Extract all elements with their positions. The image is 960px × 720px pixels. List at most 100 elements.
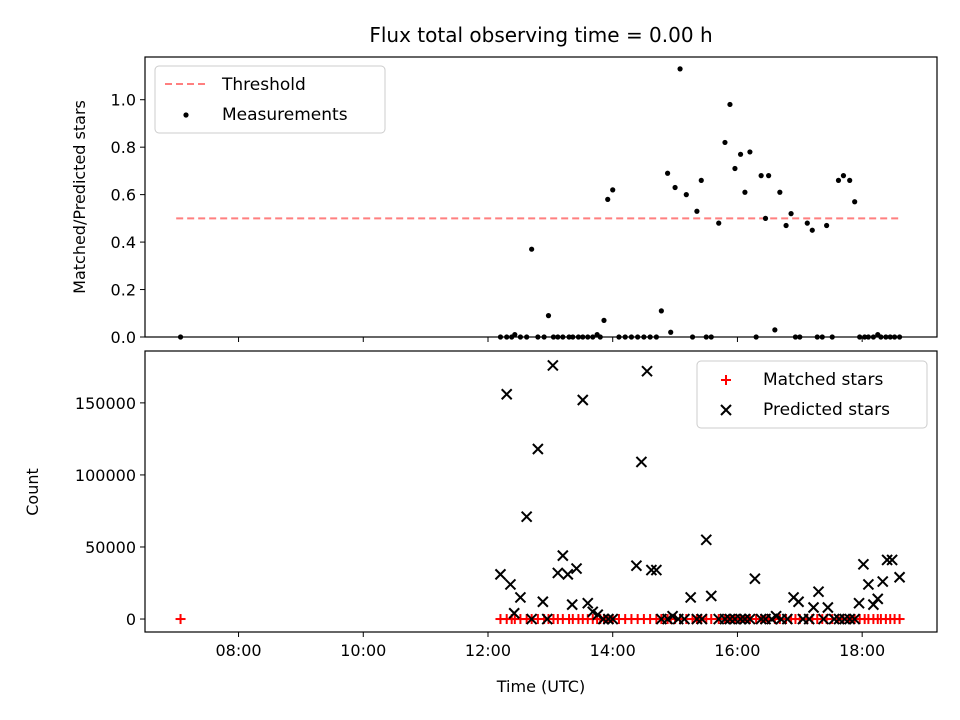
bottom-x-ticks: 08:00 10:00 12:00 14:00 16:00 18:00 [215,632,885,660]
predicted-star-point [566,598,578,611]
measurement-point [777,189,783,195]
measurement-point [772,327,778,333]
legend-measurements-label: Measurements [222,105,348,125]
legend-threshold-label: Threshold [221,75,306,95]
measurement-point [727,101,733,108]
predicted-star-point [781,613,794,625]
measurement-point [788,211,794,217]
measurement-point [716,220,722,226]
predicted-star-point [838,613,851,625]
measurement-point [601,317,607,323]
predicted-star-point [645,564,658,576]
measurement-point [677,66,683,72]
predicted-star-point [666,610,679,622]
predicted-star-point [828,613,840,625]
measurement-point [737,151,744,157]
predicted-star-point [597,613,610,625]
predicted-star-point [650,564,663,576]
measurement-point [804,220,810,226]
predicted-star-point [719,613,731,625]
measurement-point [512,332,518,338]
predicted-star-point [696,613,708,625]
bottom-legend: Matched stars Predicted stars [696,360,928,429]
legend-matched-swatch [721,375,731,385]
y-tick-label: 0.2 [111,281,136,300]
predicted-star-point [508,607,520,619]
y-tick-label: 150000 [75,394,136,413]
predicted-star-point [630,560,643,572]
predicted-star-point [886,554,898,566]
measurement-point [840,173,847,179]
measurement-point [847,177,853,183]
bottom-panel: 0 50000 100000 150000 08:00 10:00 12:00 14:00 1… [23,350,938,696]
predicted-star-point [843,613,856,625]
predicted-star-point [547,359,559,372]
predicted-star-point [755,613,767,625]
bottom-y-axis-label: Count [23,468,42,516]
predicted-star-point [848,613,861,625]
predicted-star-point [807,601,820,614]
measurement-point [610,187,616,193]
y-tick-label: 50000 [85,538,136,557]
predicted-star-point [853,597,865,609]
y-tick-label: 0.8 [111,138,136,157]
predicted-star-point [557,549,569,562]
measurement-point [664,170,671,176]
predicted-star-point [862,578,875,591]
bottom-data-layer [175,359,906,625]
predicted-star-point [803,613,815,625]
predicted-star-point [881,554,893,566]
y-tick-label: 0.6 [111,186,136,205]
measurement-point [742,189,748,195]
y-tick-label: 1.0 [111,91,136,110]
bottom-y-ticks: 0 50000 100000 150000 [75,394,145,629]
predicted-star-point [562,568,574,581]
legend-predicted-swatch [720,404,732,416]
matched-star-point [175,614,186,625]
measurement-point [824,222,830,229]
top-axes-frame [144,56,938,338]
y-tick-label: 0.0 [111,328,136,347]
predicted-star-point [739,613,751,625]
x-tick-label: 12:00 [465,641,511,660]
predicted-star-point [525,613,538,625]
predicted-star-point [541,613,553,625]
predicted-star-point [678,613,691,625]
measurement-point [529,246,535,252]
bottom-legend-box [696,360,928,429]
predicted-star-point [684,591,697,604]
predicted-star-point [552,567,564,579]
top-legend: Threshold Measurements [154,65,386,134]
measurement-point [766,173,772,179]
predicted-star-point [500,388,513,400]
y-tick-label: 100000 [75,466,136,485]
measurement-point [809,227,815,233]
bottom-axes-frame [144,350,938,633]
x-tick-label: 10:00 [340,641,386,660]
legend-matched-label: Matched stars [763,370,883,390]
predicted-star-point [749,572,761,585]
measurement-point [722,139,728,146]
predicted-star-point [504,578,517,591]
measurement-point [698,177,704,183]
predicted-star-point [705,590,717,602]
predicted-star-point [532,443,544,455]
predicted-star-point [607,613,619,625]
measurement-point [694,208,700,214]
predicted-star-point [857,558,870,570]
predicted-star-point [792,596,805,608]
measurement-point [683,192,689,198]
predicted-star-point [872,593,884,605]
top-x-ticks [238,337,863,342]
predicted-star-point [577,394,589,406]
predicted-star-point [570,562,583,575]
predicted-star-point [635,456,648,468]
predicted-star-point [734,613,747,625]
predicted-star-point [817,613,830,625]
measurement-point [732,165,738,172]
x-tick-label: 14:00 [590,641,636,660]
measurement-point [545,313,552,319]
predicted-star-point [582,597,594,609]
x-axis-label: Time (UTC) [496,677,585,696]
